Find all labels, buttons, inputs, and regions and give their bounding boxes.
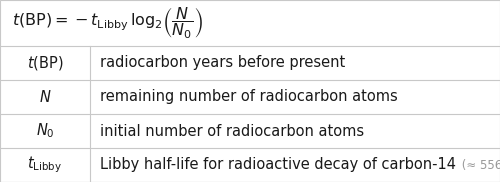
Text: $N$: $N$ bbox=[38, 89, 52, 105]
Text: $t_\mathrm{Libby}$: $t_\mathrm{Libby}$ bbox=[28, 155, 62, 175]
Text: Libby half-life for radioactive decay of carbon-14: Libby half-life for radioactive decay of… bbox=[100, 157, 456, 173]
Text: $t\mathrm{(BP)}$: $t\mathrm{(BP)}$ bbox=[26, 54, 64, 72]
Text: $t\mathrm{(BP)} = -t_\mathrm{Libby}\, \log_2\!\left(\dfrac{N}{N_0}\right)$: $t\mathrm{(BP)} = -t_\mathrm{Libby}\, \l… bbox=[12, 5, 203, 41]
Text: radiocarbon years before present: radiocarbon years before present bbox=[100, 56, 345, 70]
Text: (≈ 5568 years): (≈ 5568 years) bbox=[458, 159, 500, 171]
Text: $N_0$: $N_0$ bbox=[36, 122, 54, 140]
Text: remaining number of radiocarbon atoms: remaining number of radiocarbon atoms bbox=[100, 90, 398, 104]
Text: initial number of radiocarbon atoms: initial number of radiocarbon atoms bbox=[100, 124, 364, 139]
